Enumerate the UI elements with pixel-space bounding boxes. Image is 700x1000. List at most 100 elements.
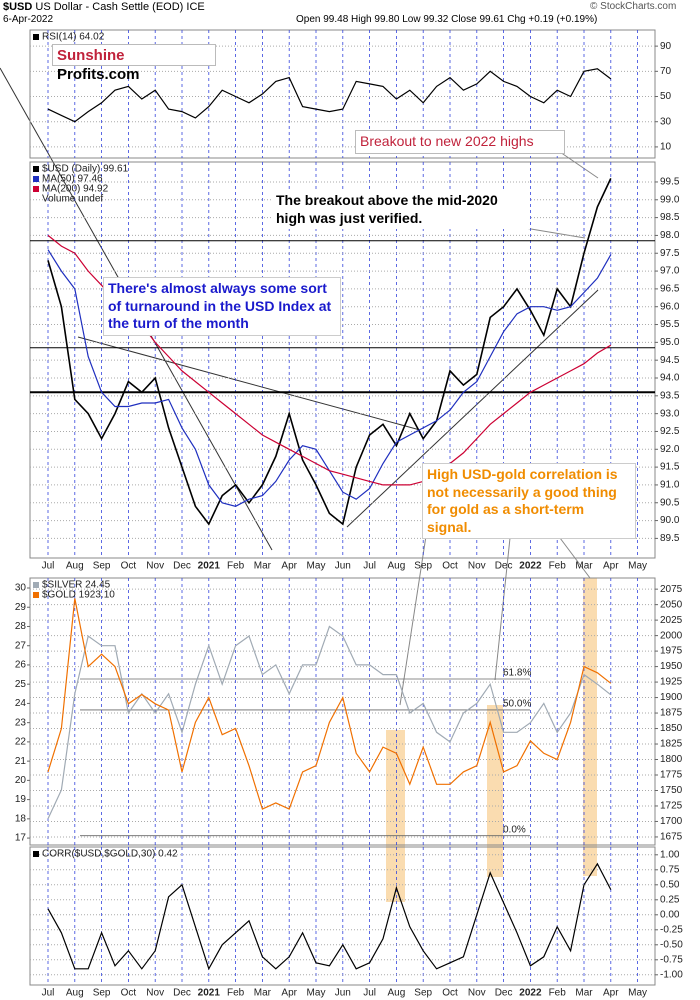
x-tick-label: 2021 [198,988,221,999]
x-tick-label: Feb [549,561,567,572]
x-tick-label: Mar [254,561,272,572]
x-tick-label: Nov [146,988,164,999]
y-tick-label: 2000 [660,630,683,641]
legend-swatch [33,582,39,588]
fib-label: 0.0% [503,824,526,835]
y-tick-label: 27 [15,640,27,651]
x-tick-label: Feb [227,988,245,999]
symbol: $USD [3,1,33,13]
logo-left: Sunshine [57,47,125,64]
y-tick-label: 1875 [660,708,683,719]
y-tick-label: 1775 [660,770,683,781]
header: $USD US Dollar - Cash Settle (EOD) ICE [3,1,205,15]
y-tick-label: 0.25 [660,894,680,905]
y-tick-label: 0.50 [660,879,680,890]
y-tick-label: 1925 [660,677,683,688]
annotation: High USD-gold correlation is not necessa… [422,463,636,539]
credit: © StockCharts.com [590,1,677,12]
x-tick-label: Feb [227,561,245,572]
legend-swatch [33,34,39,40]
date: 6-Apr-2022 [3,14,54,25]
y-tick-label: 1750 [660,785,683,796]
trend-line [346,289,599,528]
x-tick-label: Dec [495,561,513,572]
y-tick-label: 94.0 [660,373,680,384]
legend-label: $USD (Daily) 99.61 [42,164,129,175]
x-tick-label: Mar [575,988,593,999]
x-tick-label: Mar [575,561,593,572]
legend-label: RSI(14) 64.02 [42,32,105,43]
x-tick-label: May [628,561,647,572]
y-tick-label: 1700 [660,816,683,827]
logo: Sunshine Profits.com [52,44,216,83]
x-tick-label: 2022 [519,988,542,999]
x-tick-label: Oct [442,561,458,572]
trend-line [77,336,421,431]
x-tick-label: Oct [442,988,458,999]
x-tick-label: Oct [121,988,137,999]
x-tick-label: Aug [388,988,406,999]
x-tick-label: Jul [42,561,55,572]
y-tick-label: 1675 [660,832,683,843]
x-tick-label: Aug [66,561,84,572]
fib-label: 50.0% [503,699,531,710]
y-tick-label: 0.00 [660,909,680,920]
x-tick-label: Jun [335,988,351,999]
legend-label: CORR($USD,$GOLD,30) 0.42 [42,849,178,860]
x-tick-label: 2022 [519,561,542,572]
x-tick-label: Aug [66,988,84,999]
y-tick-label: 25 [15,679,27,690]
y-tick-label: 24 [15,698,27,709]
y-tick-label: 94.5 [660,355,680,366]
y-tick-label: 89.5 [660,533,680,544]
y-tick-label: 99.5 [660,177,680,188]
y-tick-label: 91.0 [660,480,680,491]
y-tick-label: 90.5 [660,497,680,508]
x-tick-label: Nov [468,988,486,999]
x-tick-label: Sep [414,988,432,999]
legend-swatch [33,592,39,598]
y-tick-label: 92.5 [660,426,680,437]
y-tick-label: 90 [660,41,672,52]
y-tick-label: 2075 [660,584,683,595]
instrument: US Dollar - Cash Settle (EOD) ICE [35,1,205,13]
x-tick-label: Jun [335,561,351,572]
x-tick-label: May [628,988,647,999]
legend-note: Volume undef [42,194,103,205]
y-tick-label: 26 [15,660,27,671]
y-tick-label: 1825 [660,739,683,750]
y-tick-label: 29 [15,602,27,613]
y-tick-label: 1975 [660,646,683,657]
x-tick-label: Nov [468,561,486,572]
y-tick-label: 95.0 [660,337,680,348]
x-tick-label: Apr [281,561,297,572]
x-tick-label: 2021 [198,561,221,572]
legend-swatch [33,851,39,857]
y-tick-label: 30 [15,583,27,594]
x-tick-label: Dec [173,988,191,999]
x-tick-label: Sep [414,561,432,572]
y-tick-label: 1.00 [660,849,680,860]
callout [494,537,511,681]
y-tick-label: 23 [15,717,27,728]
y-tick-label: 1850 [660,723,683,734]
legend-swatch [33,186,39,192]
y-tick-label: 98.0 [660,230,680,241]
highlight [386,730,405,902]
highlight [487,705,503,877]
y-tick-label: 10 [660,142,672,153]
y-tick-label: 0.75 [660,864,680,875]
x-tick-label: May [307,988,326,999]
y-tick-label: 22 [15,737,27,748]
y-tick-label: 1950 [660,661,683,672]
y-tick-label: -0.75 [660,954,683,965]
callout [399,509,431,706]
y-tick-label: 90.0 [660,515,680,526]
series-line [47,598,612,810]
y-tick-label: 97.0 [660,266,680,277]
y-tick-label: 98.5 [660,212,680,223]
x-tick-label: Jul [363,561,376,572]
x-tick-label: Apr [603,561,619,572]
y-tick-label: 30 [660,116,672,127]
